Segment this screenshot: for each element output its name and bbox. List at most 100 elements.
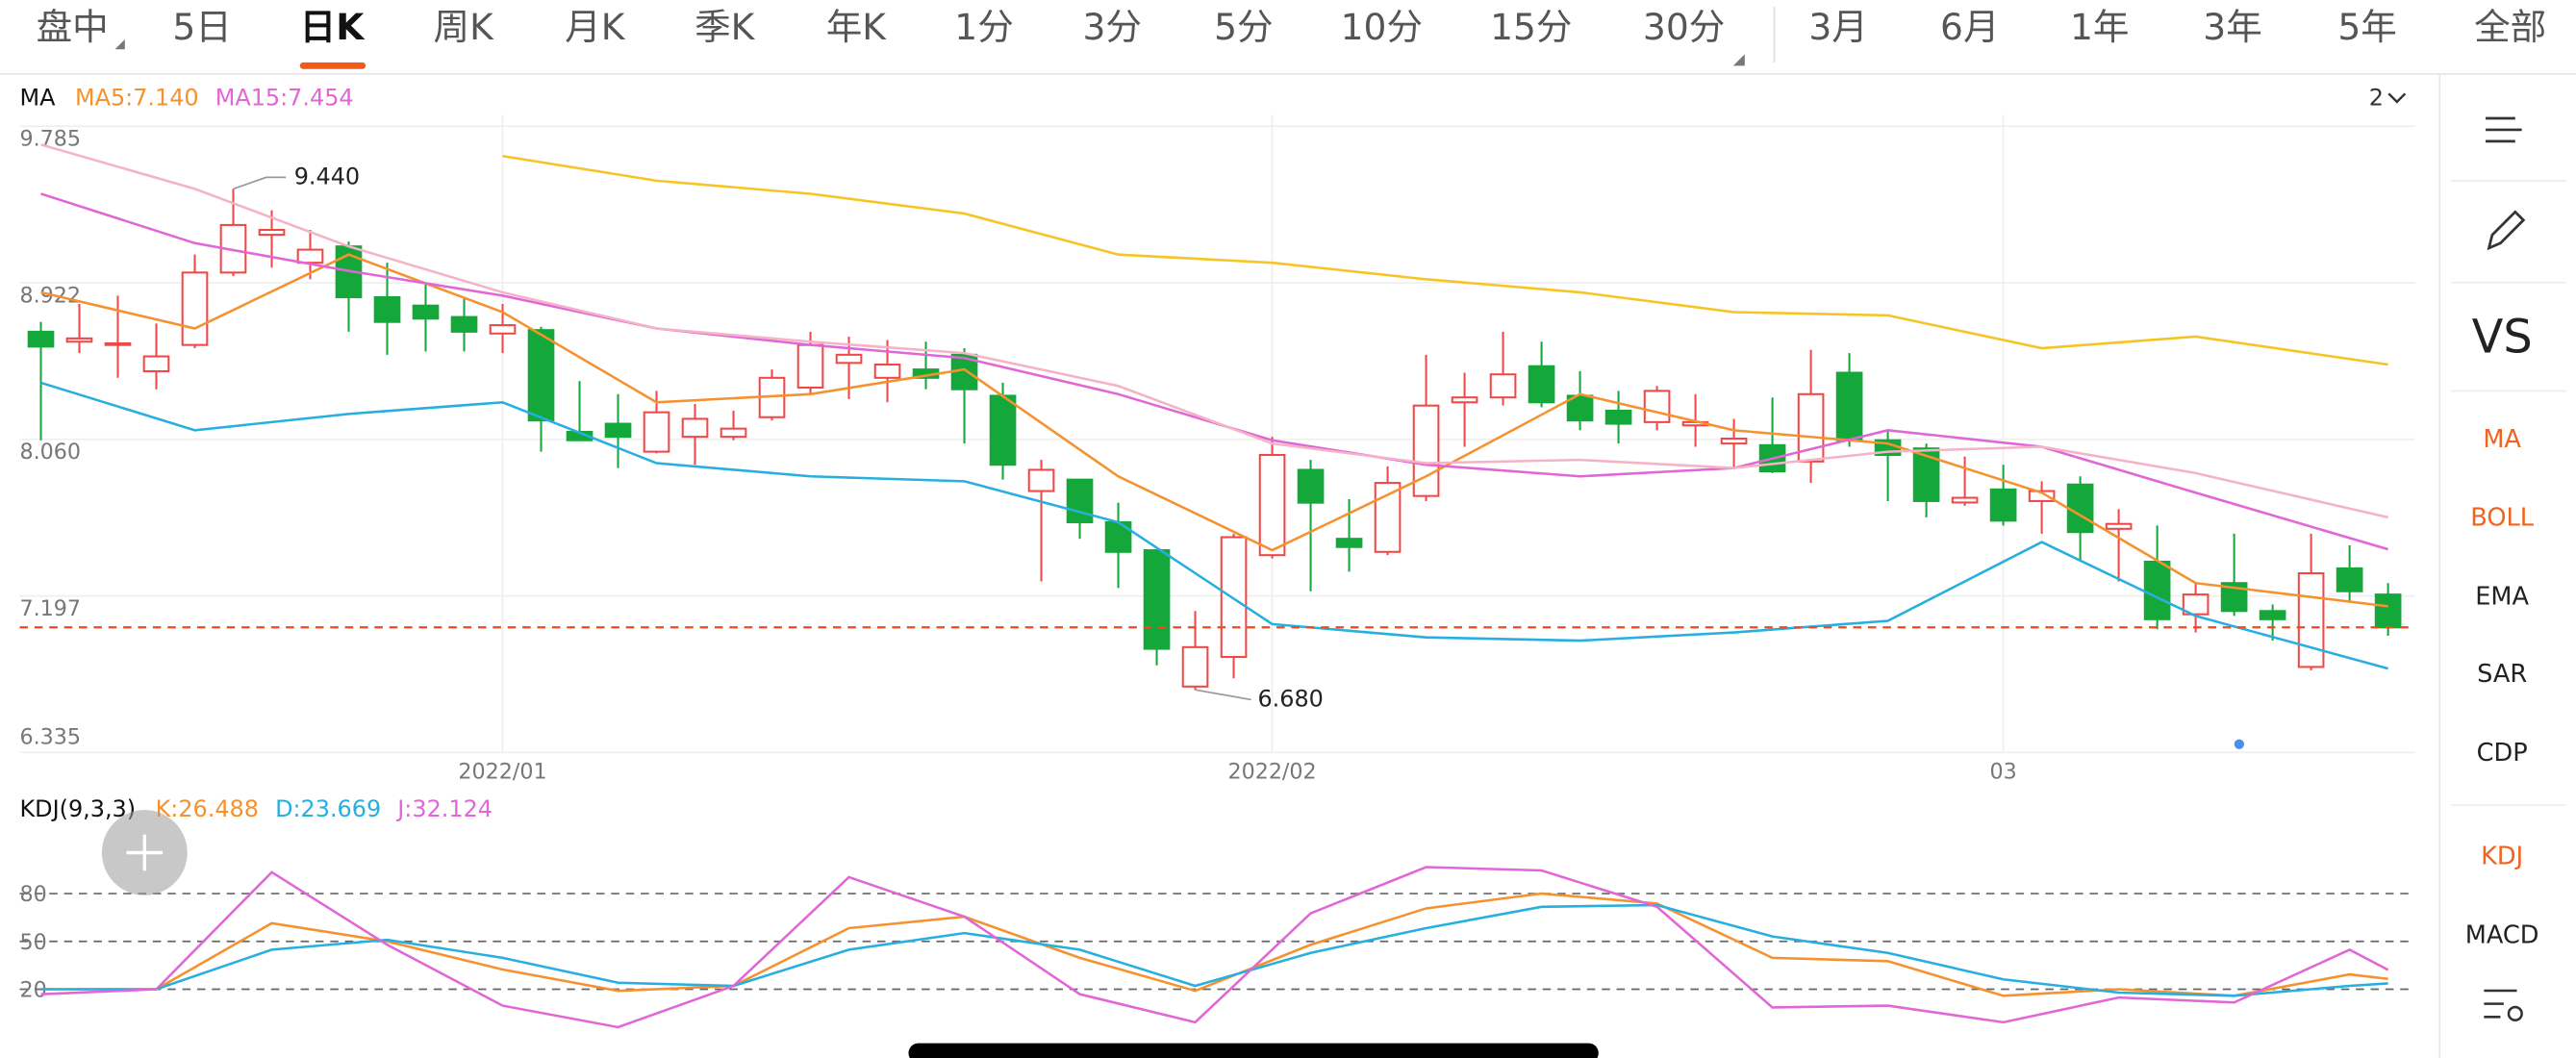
candle-body — [142, 355, 170, 373]
marker-dot — [2234, 739, 2245, 749]
sidebar-item[interactable]: SAR — [2477, 660, 2527, 689]
candle-body — [835, 353, 863, 365]
candle-body — [681, 417, 709, 439]
y-tick-label: 50 — [19, 930, 46, 955]
tab[interactable]: 月K — [565, 6, 626, 48]
tab[interactable]: 6月 — [1940, 6, 1999, 48]
tab[interactable]: 10分 — [1341, 6, 1423, 48]
tab[interactable]: 年K — [826, 6, 888, 48]
candle-body — [2259, 610, 2286, 620]
line — [40, 143, 2388, 519]
y-tick-label: 8.060 — [19, 440, 81, 465]
tab-bar: 盘中 5日 日K 周K 月K 季K 年K 1分 3分 5分 10分 15分 30… — [0, 6, 2576, 75]
sidebar-item[interactable]: BOLL — [2470, 504, 2535, 533]
candle-body — [2336, 567, 2363, 592]
tab[interactable]: 1年 — [2070, 6, 2129, 48]
tab[interactable]: 5分 — [1214, 6, 1273, 48]
y-tick-label: 80 — [19, 882, 46, 907]
line — [40, 381, 2388, 670]
candle-body — [1528, 365, 1555, 404]
candle-body — [296, 248, 324, 264]
max-label: 9.440 — [294, 163, 360, 189]
chevron[interactable] — [2387, 92, 2407, 104]
tab[interactable]: 周K — [434, 6, 495, 48]
candle-body — [2143, 560, 2171, 620]
tab[interactable]: 日K — [300, 6, 366, 48]
candle-body — [1143, 549, 1171, 650]
candle-body — [1720, 438, 1748, 445]
candle-body — [489, 324, 517, 335]
legend-entry: D:23.669 — [275, 795, 381, 822]
candle-body — [1451, 396, 1478, 404]
home-indicator — [908, 1043, 1599, 1058]
candle-body — [2066, 483, 2094, 534]
plot — [40, 866, 2389, 1029]
x-tick-label: 2022/02 — [1227, 759, 1316, 784]
x-tick-label: 03 — [1989, 759, 2016, 784]
tab[interactable]: 全部 — [2474, 6, 2546, 48]
indicator-label: KDJ(9,3,3) — [19, 795, 136, 822]
sidebar-item[interactable]: MA — [2483, 425, 2521, 454]
legend-entry: MA5:7.140 — [75, 84, 199, 111]
tab[interactable]: 1分 — [954, 6, 1013, 48]
sidebar-item[interactable]: EMA — [2475, 583, 2529, 612]
legend-entry: MA15:7.454 — [215, 84, 354, 111]
sidebar-item[interactable]: VS — [2472, 312, 2533, 365]
tab[interactable]: 15分 — [1490, 6, 1572, 48]
candle-body — [604, 422, 632, 439]
candle-body — [181, 271, 209, 346]
candle-body — [104, 341, 132, 346]
y-tick-label: 6.335 — [19, 724, 81, 749]
min-label: 6.680 — [1257, 685, 1323, 712]
tab-underline — [299, 62, 366, 69]
candle-body — [2028, 490, 2056, 502]
candle-body — [643, 411, 670, 453]
candle-body — [1066, 478, 1094, 524]
candle-body — [1220, 536, 1248, 659]
candle-body — [2182, 593, 2210, 616]
tab-corner — [114, 38, 125, 50]
line — [40, 192, 2388, 551]
candle-body — [873, 364, 901, 379]
annotation-leader — [1195, 689, 1251, 701]
menu-icon[interactable] — [2486, 116, 2522, 143]
candle-body — [258, 228, 286, 237]
line — [40, 866, 2389, 1029]
corner-label[interactable]: 2 — [2369, 84, 2384, 111]
add-button[interactable] — [101, 810, 188, 895]
tab[interactable]: 盘中 — [37, 6, 109, 48]
candle-body — [1181, 645, 1209, 688]
legend-entry: J:32.124 — [395, 795, 492, 822]
candle-body — [720, 427, 747, 439]
candle-body — [527, 329, 555, 422]
sidebar: VS MA BOLL EMA SAR CDP KDJ MACD — [2438, 73, 2566, 1058]
candle-body — [1412, 404, 1440, 497]
tab[interactable]: 季K — [695, 6, 756, 48]
sidebar-item[interactable]: KDJ — [2481, 843, 2523, 871]
tab[interactable]: 5年 — [2337, 6, 2396, 48]
tab[interactable]: 3年 — [2203, 6, 2261, 48]
y-tick-label: 7.197 — [19, 596, 81, 621]
tab[interactable]: 30分 — [1643, 6, 1725, 48]
candle-body — [1604, 409, 1632, 425]
tab[interactable]: 5日 — [172, 6, 231, 48]
candle-body — [373, 296, 401, 323]
candle-body — [1835, 371, 1863, 441]
tab[interactable]: 3月 — [1808, 6, 1867, 48]
tab[interactable]: 3分 — [1083, 6, 1142, 48]
settings-icon[interactable] — [2484, 989, 2523, 1021]
sidebar-item[interactable]: CDP — [2477, 739, 2528, 768]
candle-body — [1989, 488, 2017, 522]
draw-icon[interactable] — [2487, 210, 2526, 251]
line — [502, 154, 2388, 366]
candle-body — [450, 315, 478, 333]
candle-body — [2374, 593, 2402, 629]
candle-body — [1374, 482, 1402, 553]
candle-body — [1297, 468, 1325, 504]
legend: KDJ(9,3,3) K:26.488 D:23.669 J:32.124 — [19, 795, 492, 822]
sidebar-item[interactable]: MACD — [2465, 921, 2539, 950]
legend-entry: K:26.488 — [156, 795, 259, 822]
annotations: 9.440 6.680 — [19, 163, 2415, 712]
